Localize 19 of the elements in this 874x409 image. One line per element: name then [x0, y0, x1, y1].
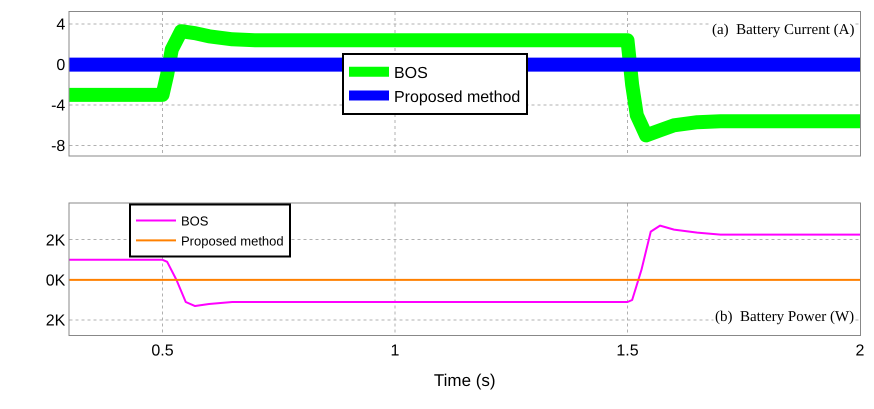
- x-tick-label: 2: [856, 342, 865, 360]
- y-tick-label: 2K: [46, 232, 66, 250]
- y-tick-label: 4: [56, 16, 66, 34]
- legend-label: BOS: [394, 64, 428, 82]
- y-tick-label: -8: [51, 138, 66, 156]
- annotation: (a) Battery Current (A): [712, 22, 854, 38]
- line-series: [70, 224, 860, 308]
- legend-label: BOS: [181, 214, 209, 229]
- y-tick-label: 0: [56, 57, 66, 74]
- legend-label: Proposed method: [394, 88, 520, 106]
- y-tick-label: -4: [51, 98, 66, 115]
- x-tick-label: 1: [390, 342, 400, 360]
- annotation: (b) Battery Power (W): [715, 309, 854, 325]
- y-tick-label: 0K: [46, 272, 66, 290]
- x-tick-label: 0.5: [151, 342, 174, 360]
- y-tick-label: 2K: [46, 312, 66, 330]
- legend-label: Proposed method: [181, 233, 284, 248]
- x-axis-title: Time (s): [434, 370, 496, 390]
- x-tick-label: 1.5: [616, 342, 639, 360]
